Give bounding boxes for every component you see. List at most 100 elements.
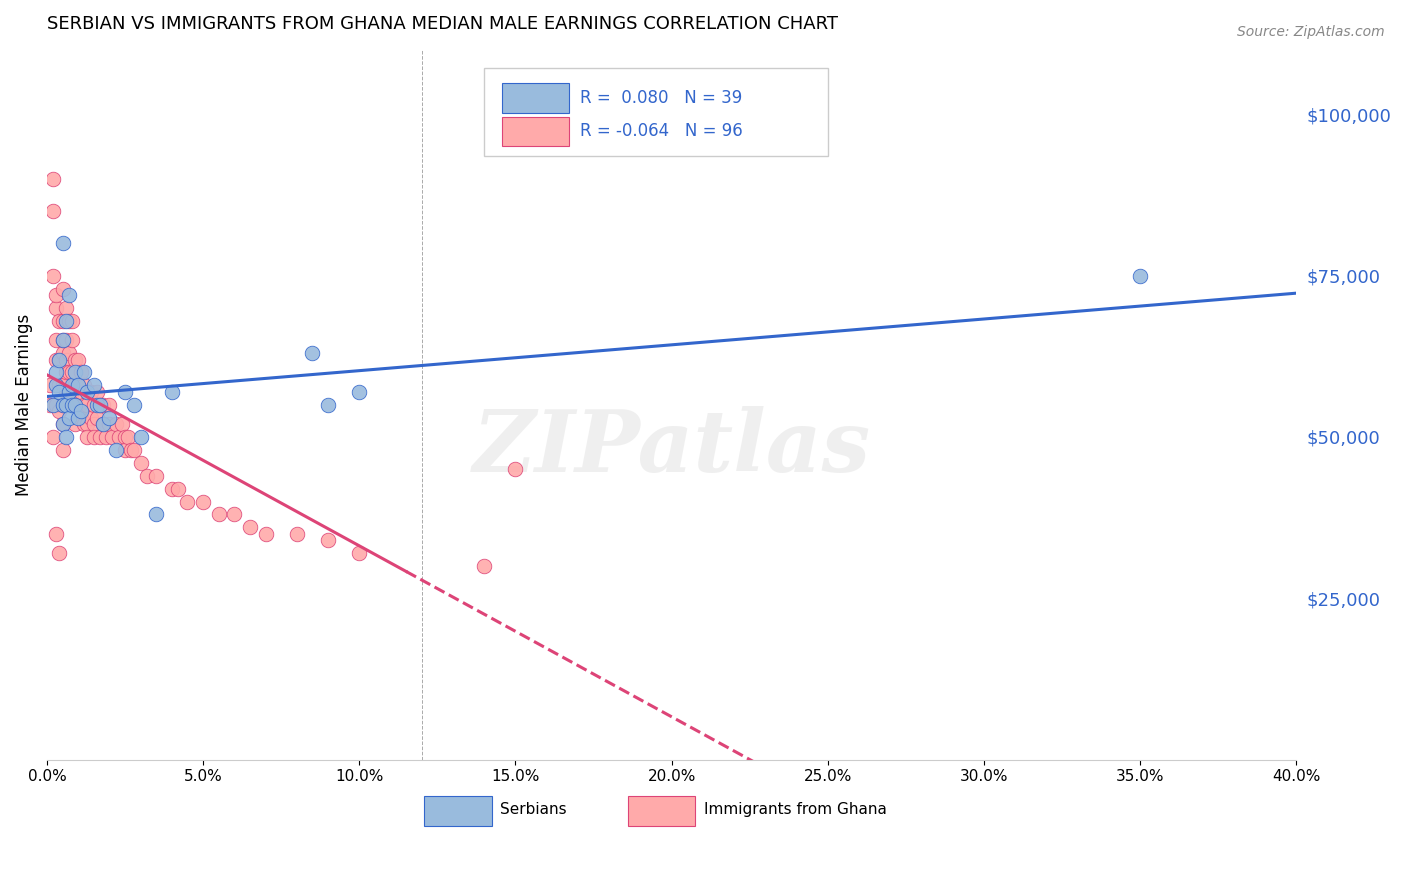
Point — [48, 352, 70, 367]
Point — [124, 398, 146, 412]
Point — [98, 417, 121, 431]
Text: Serbians: Serbians — [501, 803, 567, 817]
FancyBboxPatch shape — [502, 83, 569, 113]
Point — [98, 410, 121, 425]
Point — [120, 442, 142, 457]
Point — [51, 417, 73, 431]
Point — [135, 468, 157, 483]
Point — [160, 384, 183, 399]
Point — [58, 288, 80, 302]
Point — [472, 559, 495, 574]
Point — [51, 417, 73, 431]
Point — [67, 352, 90, 367]
Point — [114, 384, 136, 399]
Point — [58, 384, 80, 399]
Point — [91, 398, 114, 412]
Point — [76, 398, 98, 412]
Point — [48, 352, 70, 367]
Point — [191, 494, 214, 508]
Point — [86, 410, 108, 425]
Point — [51, 333, 73, 347]
Point — [67, 410, 90, 425]
Point — [60, 366, 83, 380]
Point — [42, 398, 65, 412]
Point — [55, 384, 77, 399]
Point — [1129, 268, 1152, 283]
Point — [89, 398, 111, 412]
Point — [51, 314, 73, 328]
Point — [63, 398, 86, 412]
Point — [70, 404, 93, 418]
Point — [51, 346, 73, 360]
Point — [107, 430, 129, 444]
Point — [86, 384, 108, 399]
Point — [55, 366, 77, 380]
Point — [224, 508, 246, 522]
FancyBboxPatch shape — [502, 117, 569, 146]
Point — [67, 398, 90, 412]
Point — [58, 410, 80, 425]
Point — [63, 366, 86, 380]
Point — [167, 482, 190, 496]
Point — [39, 398, 62, 412]
Point — [51, 282, 73, 296]
Point — [316, 398, 339, 412]
Point — [63, 352, 86, 367]
Point — [63, 378, 86, 392]
Point — [55, 398, 77, 412]
Point — [73, 378, 96, 392]
Point — [51, 378, 73, 392]
Point — [73, 417, 96, 431]
Point — [254, 526, 277, 541]
Point — [60, 384, 83, 399]
Point — [70, 366, 93, 380]
Point — [124, 442, 146, 457]
Point — [67, 378, 90, 392]
Point — [114, 442, 136, 457]
Text: SERBIAN VS IMMIGRANTS FROM GHANA MEDIAN MALE EARNINGS CORRELATION CHART: SERBIAN VS IMMIGRANTS FROM GHANA MEDIAN … — [46, 15, 838, 33]
FancyBboxPatch shape — [628, 796, 696, 826]
Point — [316, 533, 339, 548]
Point — [45, 288, 67, 302]
Point — [45, 366, 67, 380]
FancyBboxPatch shape — [425, 796, 492, 826]
Point — [58, 384, 80, 399]
Point — [111, 417, 134, 431]
Point — [58, 398, 80, 412]
Point — [208, 508, 231, 522]
Point — [45, 378, 67, 392]
Point — [58, 314, 80, 328]
Point — [48, 378, 70, 392]
Point — [70, 384, 93, 399]
Point — [60, 398, 83, 412]
Point — [60, 333, 83, 347]
Point — [55, 301, 77, 315]
Point — [63, 398, 86, 412]
Point — [285, 526, 308, 541]
Point — [98, 398, 121, 412]
Point — [114, 430, 136, 444]
Point — [45, 398, 67, 412]
Point — [83, 430, 105, 444]
Point — [160, 482, 183, 496]
Point — [51, 236, 73, 251]
Point — [67, 378, 90, 392]
Point — [79, 384, 101, 399]
Point — [91, 417, 114, 431]
Y-axis label: Median Male Earnings: Median Male Earnings — [15, 314, 32, 496]
Point — [51, 442, 73, 457]
Point — [76, 384, 98, 399]
Point — [104, 417, 127, 431]
Point — [51, 398, 73, 412]
Point — [176, 494, 198, 508]
Point — [45, 526, 67, 541]
FancyBboxPatch shape — [484, 68, 828, 156]
Point — [89, 430, 111, 444]
Point — [76, 430, 98, 444]
Point — [48, 546, 70, 560]
Point — [86, 398, 108, 412]
Point — [239, 520, 262, 534]
Point — [73, 398, 96, 412]
Point — [58, 346, 80, 360]
Point — [117, 430, 139, 444]
